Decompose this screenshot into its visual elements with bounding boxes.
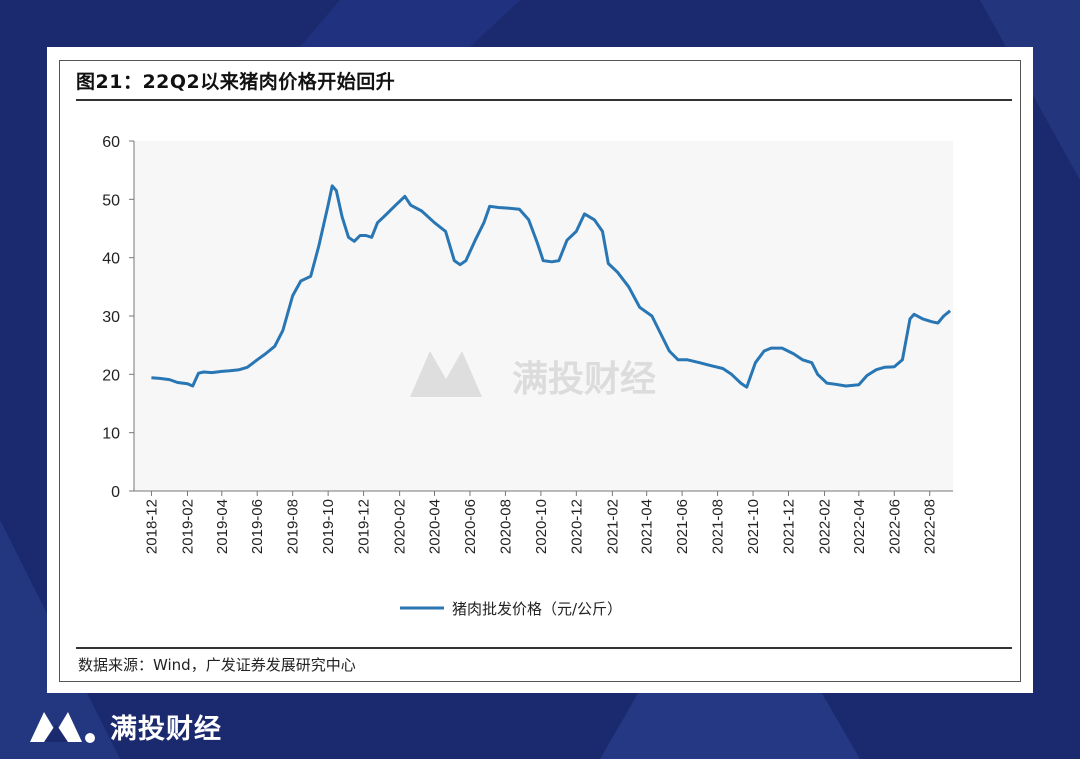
x-tick-label: 2019-08 — [285, 499, 302, 554]
watermark: 满投财经 — [410, 351, 656, 400]
x-tick-label: 2020-04 — [427, 499, 444, 554]
x-tick-label: 2019-06 — [249, 499, 266, 554]
watermark-text: 满投财经 — [512, 359, 656, 400]
x-tick-label: 2019-04 — [214, 499, 231, 554]
y-tick-label: 50 — [102, 192, 120, 209]
data-source: 数据来源：Wind，广发证券发展研究中心 — [78, 656, 356, 674]
chart-frame: 图21：22Q2以来猪肉价格开始回升 满投财经 0 10 20 30 40 50 60 2018… — [59, 60, 1021, 682]
brand-footer: 满投财经 — [28, 704, 222, 748]
y-tick-label: 40 — [102, 251, 120, 268]
x-tick-label: 2021-10 — [745, 499, 762, 554]
y-tick-label: 20 — [102, 367, 120, 384]
source-divider — [76, 647, 1012, 649]
x-tick-label: 2021-02 — [604, 499, 621, 554]
x-tick-label: 2019-12 — [356, 499, 373, 554]
x-tick-label: 2019-10 — [320, 499, 337, 554]
brand-name: 满投财经 — [110, 713, 222, 745]
y-tick-label: 0 — [111, 484, 120, 501]
x-tick-label: 2022-08 — [922, 499, 939, 554]
plot-area — [134, 141, 953, 491]
x-tick-label: 2020-06 — [462, 499, 479, 554]
series-line — [151, 184, 952, 389]
title-divider — [76, 99, 1012, 101]
x-tick-label: 2021-08 — [710, 499, 727, 554]
line-chart: 满投财经 0 10 20 30 40 50 60 2018-12 2019-02 2019-04 20… — [102, 134, 953, 618]
chart-card: 图21：22Q2以来猪肉价格开始回升 满投财经 0 10 20 30 40 50 60 2018… — [47, 47, 1033, 693]
x-tick-label: 2019-02 — [179, 499, 196, 554]
legend-label: 猪肉批发价格（元/公斤） — [452, 600, 622, 618]
x-tick-label: 2020-10 — [533, 499, 550, 554]
y-tick-label: 60 — [102, 134, 120, 151]
x-tick-label: 2022-04 — [851, 499, 868, 554]
x-tick-label: 2021-12 — [781, 499, 798, 554]
x-tick-label: 2018-12 — [143, 499, 160, 554]
x-tick-label: 2021-04 — [639, 499, 656, 554]
x-tick-label: 2022-06 — [886, 499, 903, 554]
x-tick-label: 2022-02 — [817, 499, 834, 554]
brand-logo-icon — [30, 712, 95, 743]
x-tick-label: 2020-08 — [497, 499, 514, 554]
x-tick-label: 2020-12 — [568, 499, 585, 554]
x-tick-label: 2020-02 — [392, 499, 409, 554]
y-tick-label: 10 — [102, 426, 120, 443]
chart-title: 图21：22Q2以来猪肉价格开始回升 — [76, 71, 396, 93]
x-tick-label: 2021-06 — [674, 499, 691, 554]
y-tick-label: 30 — [102, 309, 120, 326]
